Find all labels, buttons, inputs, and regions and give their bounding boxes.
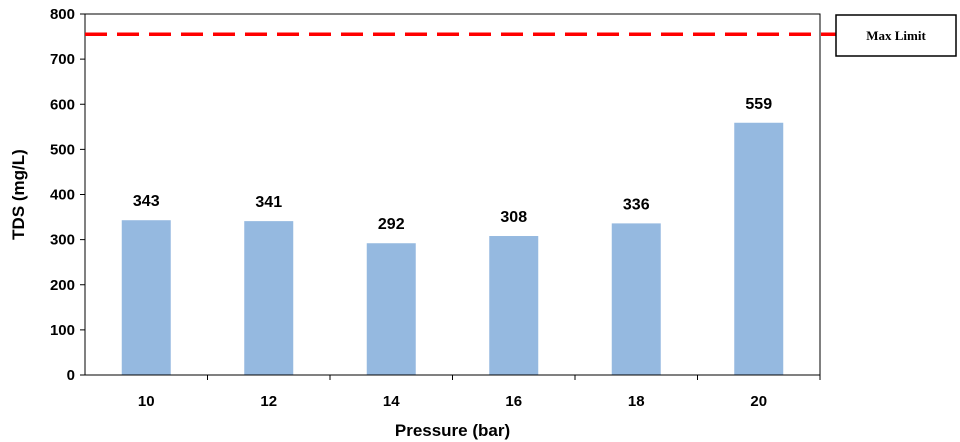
- x-axis-ticks: 10 12 14 16 18 20: [138, 375, 820, 410]
- y-axis-ticks: 0 100 200 300 400 500 600 700 800: [50, 6, 85, 384]
- y-tick-label: 600: [50, 96, 75, 113]
- data-labels: 343 341 292 308 336 559: [133, 96, 772, 233]
- legend-label: Max Limit: [866, 28, 926, 43]
- bar: [244, 221, 293, 375]
- plot-area-frame: [85, 14, 820, 375]
- bar: [612, 223, 661, 375]
- bar: [734, 123, 783, 375]
- bars: [122, 123, 784, 375]
- x-tick-label: 20: [750, 393, 767, 410]
- bar-value-label: 336: [623, 196, 650, 213]
- y-tick-label: 200: [50, 277, 75, 294]
- y-tick-label: 800: [50, 6, 75, 23]
- x-axis-title: Pressure (bar): [395, 421, 510, 440]
- y-tick-label: 700: [50, 51, 75, 68]
- y-tick-label: 400: [50, 187, 75, 204]
- x-tick-label: 12: [260, 393, 277, 410]
- bar-value-label: 292: [378, 216, 405, 233]
- bar-value-label: 343: [133, 193, 160, 210]
- y-tick-label: 300: [50, 232, 75, 249]
- x-tick-label: 14: [383, 393, 400, 410]
- bar: [489, 236, 538, 375]
- x-tick-label: 10: [138, 393, 155, 410]
- bar-value-label: 308: [500, 209, 527, 226]
- y-tick-label: 0: [67, 367, 75, 384]
- bar: [122, 220, 171, 375]
- y-axis-title: TDS (mg/L): [9, 149, 28, 240]
- x-tick-label: 18: [628, 393, 645, 410]
- bar-value-label: 341: [255, 194, 282, 211]
- y-tick-label: 100: [50, 322, 75, 339]
- bar: [367, 243, 416, 375]
- x-tick-label: 16: [505, 393, 522, 410]
- y-tick-label: 500: [50, 141, 75, 158]
- bar-value-label: 559: [745, 96, 772, 113]
